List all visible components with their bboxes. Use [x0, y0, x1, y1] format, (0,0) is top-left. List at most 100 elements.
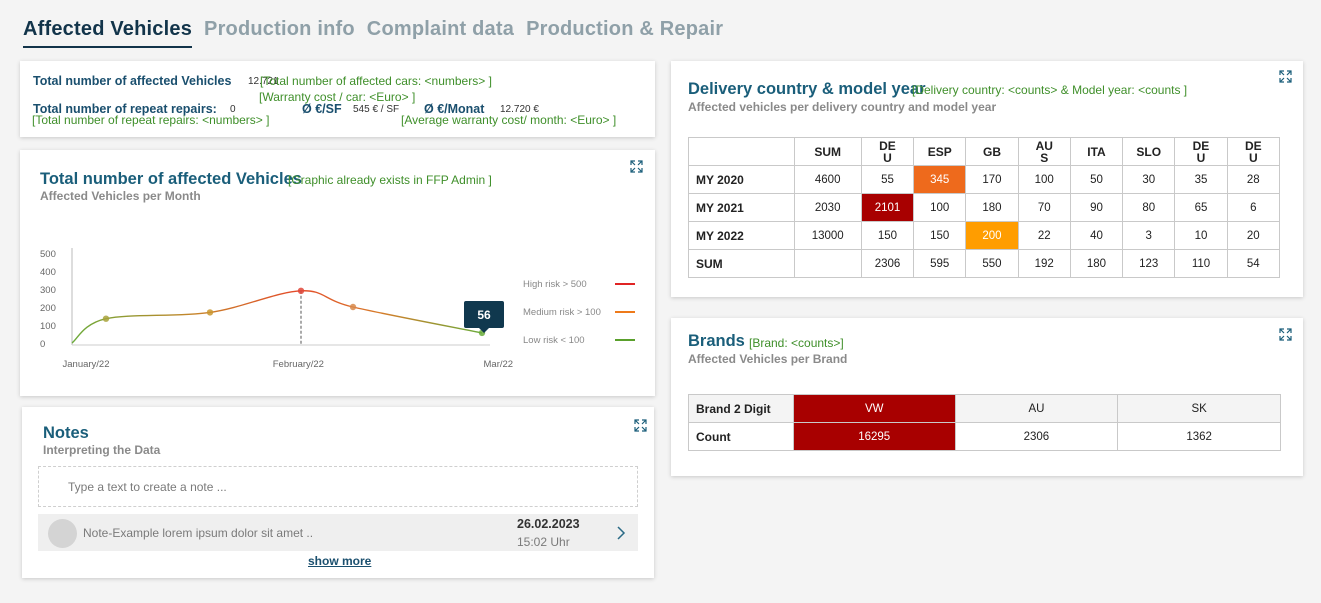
table-cell: 595 [913, 249, 967, 278]
table-cell: 50 [1069, 165, 1124, 194]
table-cell: 4600 [793, 165, 862, 194]
brands-table: Brand 2 Digit VW AU SK Count 16295 2306 … [688, 394, 1281, 451]
table-header-cell: DE U [860, 137, 915, 166]
delivery-annotation: [Delivery country: <counts> & Model year… [912, 83, 1188, 97]
table-cell: 550 [965, 249, 1019, 278]
table-header-cell: AU S [1017, 137, 1071, 166]
table-cell: 65 [1174, 193, 1228, 222]
table-cell: 150 [860, 221, 915, 250]
expand-icon[interactable] [1279, 70, 1292, 83]
table-header-cell [688, 137, 795, 166]
table-cell: 22 [1017, 221, 1071, 250]
tooltip-value: 56 [477, 308, 491, 322]
brands-card: Brands [Brand: <counts>] Affected Vehicl… [671, 318, 1303, 476]
avg-monat-label: Ø €/Monat [424, 102, 485, 116]
warranty-annotation: [Warranty cost / car: <Euro> ] [259, 90, 416, 104]
tab-production-repair[interactable]: Production & Repair [526, 18, 724, 40]
table-row: MY 2020 4600 55 345 170 100 50 30 35 28 [688, 165, 1281, 194]
repeat-repairs-value: 0 [230, 104, 236, 115]
y-tick-label: 200 [40, 303, 56, 314]
repeat-repairs-annotation: [Total number of repeat repairs: <number… [32, 113, 270, 127]
brands-annotation: [Brand: <counts>] [749, 336, 844, 350]
table-cell: 2030 [793, 193, 862, 222]
y-tick-label: 100 [40, 321, 56, 332]
delivery-country-card: Delivery country & model year [Delivery … [671, 61, 1303, 297]
notes-subtitle: Interpreting the Data [43, 443, 161, 457]
table-cell: 2306 [860, 249, 915, 278]
table-cell: 40 [1069, 221, 1124, 250]
chart-title: Total number of affected Vehicles [40, 170, 302, 188]
tab-production-info[interactable]: Production info [204, 18, 355, 40]
table-header-cell: ESP [913, 137, 967, 166]
notes-title: Notes [43, 424, 89, 442]
brands-title: Brands [688, 332, 745, 350]
avg-sf-label: Ø €/SF [302, 102, 342, 116]
row-label: MY 2022 [688, 221, 795, 250]
count-cell-vw: 16295 [792, 422, 956, 451]
x-tick-label: Mar/22 [484, 359, 514, 370]
avg-monat-value: 12.720 € [500, 104, 539, 115]
table-cell: 28 [1226, 165, 1281, 194]
tab-affected-vehicles[interactable]: Affected Vehicles [23, 18, 193, 48]
line-chart: 0 100 200 300 400 500 January/22 February/22 Mar… [40, 248, 635, 370]
brand-row-label: Brand 2 Digit [688, 394, 794, 423]
tab-complaint-data[interactable]: Complaint data [366, 18, 515, 40]
data-point [349, 303, 357, 311]
total-vehicles-label: Total number of affected Vehicles [33, 74, 232, 88]
table-row: MY 2022 13000 150 150 200 22 40 3 10 20 [688, 221, 1281, 250]
total-vehicles-value: 12.721 [248, 76, 279, 87]
table-header-cell: SUM [793, 137, 862, 166]
legend-label: High risk > 500 [523, 279, 587, 290]
note-input[interactable] [39, 467, 637, 506]
table-cell: 110 [1174, 249, 1228, 278]
row-label: MY 2020 [688, 165, 795, 194]
table-cell: 3 [1122, 221, 1176, 250]
note-time: 15:02 Uhr [517, 535, 570, 549]
legend-label: Low risk < 100 [523, 335, 585, 346]
table-cell: 200 [965, 221, 1019, 250]
table-cell: 180 [1069, 249, 1124, 278]
avg-sf-value: 545 € / SF [353, 104, 400, 115]
table-cell: 10 [1174, 221, 1228, 250]
table-row: MY 2021 2030 2101 100 180 70 90 80 65 6 [688, 193, 1281, 222]
chart-annotation: [Graphic already exists in FFP Admin ] [288, 173, 492, 187]
count-cell-au: 2306 [954, 422, 1119, 451]
brand-cell-vw: VW [792, 394, 956, 423]
show-more-link[interactable]: show more [308, 554, 372, 568]
table-cell: 30 [1122, 165, 1176, 194]
count-row-label: Count [688, 422, 794, 451]
repeat-repairs-label: Total number of repeat repairs: [33, 102, 217, 116]
table-cell: 180 [965, 193, 1019, 222]
count-row: Count 16295 2306 1362 [688, 422, 1281, 451]
expand-icon[interactable] [630, 160, 643, 173]
expand-icon[interactable] [1279, 328, 1292, 341]
chart-subtitle: Affected Vehicles per Month [40, 189, 201, 203]
table-header-cell: ITA [1069, 137, 1124, 166]
row-label: SUM [688, 249, 795, 278]
data-point [297, 287, 305, 294]
table-cell: 2101 [860, 193, 915, 222]
chevron-right-icon[interactable] [616, 526, 626, 540]
affected-vehicles-chart-card: Total number of affected Vehicles [Graph… [20, 150, 655, 396]
x-tick-label: January/22 [63, 359, 110, 370]
y-tick-label: 300 [40, 285, 56, 296]
table-cell [793, 249, 862, 278]
legend-label: Medium risk > 100 [523, 307, 601, 318]
brand-cell-au: AU [954, 394, 1119, 423]
table-cell: 123 [1122, 249, 1176, 278]
expand-icon[interactable] [634, 419, 647, 432]
brands-subtitle: Affected Vehicles per Brand [688, 352, 848, 366]
note-list-item[interactable]: Note-Example lorem ipsum dolor sit amet … [38, 514, 638, 551]
kpi-card: Total number of affected Vehicles 12.721… [20, 61, 655, 137]
total-cars-annotation: [Total number of affected cars: <numbers… [260, 74, 492, 88]
table-cell: 100 [1017, 165, 1071, 194]
table-cell: 100 [913, 193, 967, 222]
table-cell: 170 [965, 165, 1019, 194]
table-cell: 55 [860, 165, 915, 194]
table-cell: 192 [1017, 249, 1071, 278]
table-header-cell: GB [965, 137, 1019, 166]
note-date: 26.02.2023 [517, 517, 580, 531]
y-tick-label: 400 [40, 267, 56, 278]
table-cell: 150 [913, 221, 967, 250]
avg-warranty-annotation: [Average warranty cost/ month: <Euro> ] [401, 113, 617, 127]
